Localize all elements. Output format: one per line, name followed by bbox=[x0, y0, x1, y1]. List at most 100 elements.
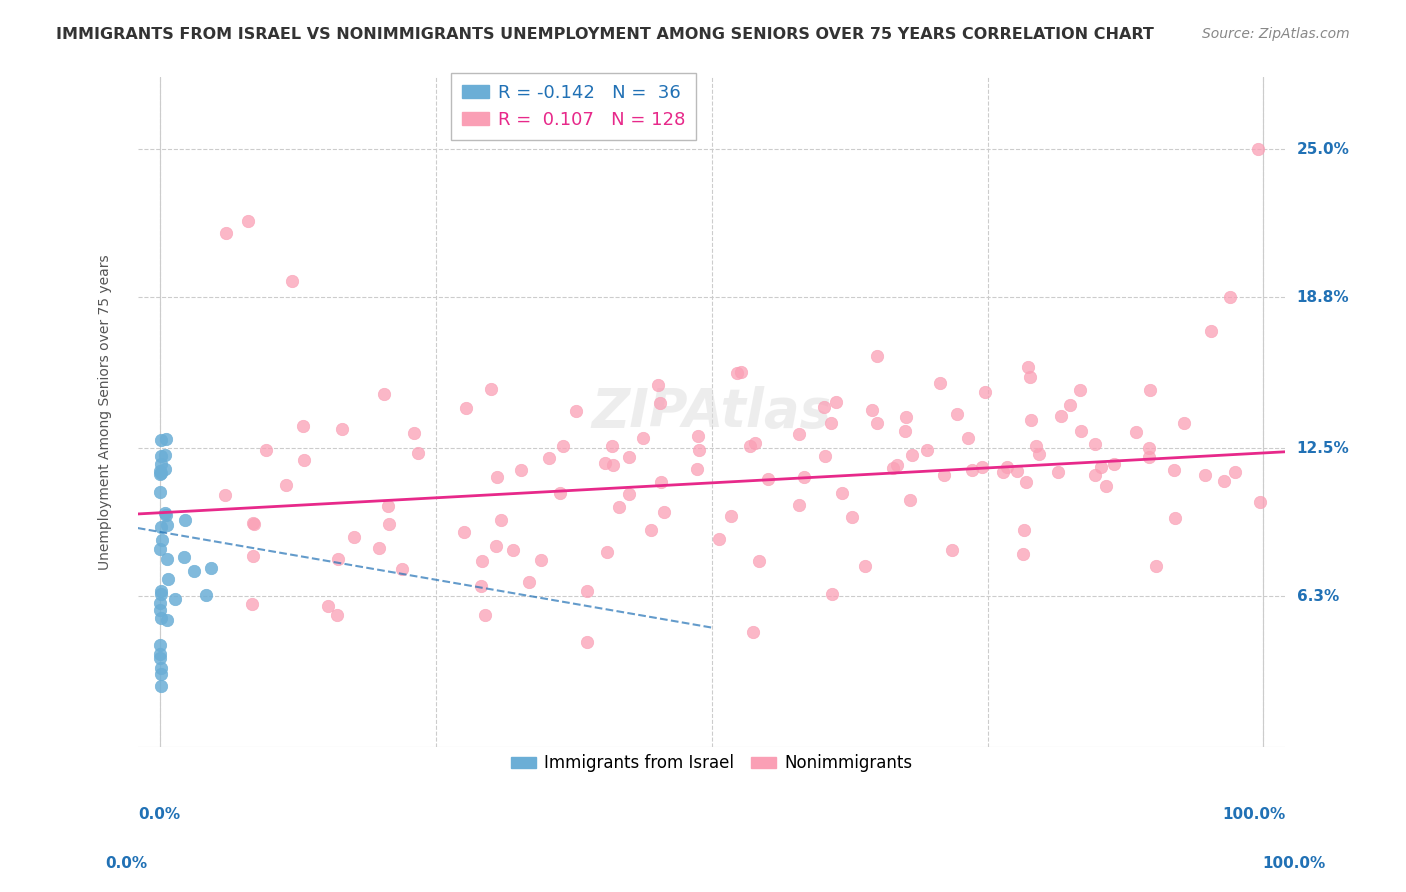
Point bbox=[236, 214, 259, 228]
Point bbox=[929, 376, 952, 390]
Point bbox=[1007, 464, 1029, 478]
Point bbox=[1223, 465, 1246, 479]
Point bbox=[183, 564, 205, 578]
Text: 6.3%: 6.3% bbox=[1296, 589, 1339, 604]
Point bbox=[685, 462, 707, 476]
Point bbox=[292, 418, 315, 433]
Point bbox=[602, 458, 624, 472]
Point bbox=[617, 487, 640, 501]
Point bbox=[787, 498, 810, 512]
Point bbox=[242, 549, 264, 564]
Point bbox=[1028, 447, 1050, 461]
Point bbox=[1102, 457, 1125, 471]
Point bbox=[709, 532, 731, 546]
Point bbox=[149, 520, 172, 534]
Text: 25.0%: 25.0% bbox=[1296, 142, 1350, 157]
Point bbox=[1173, 417, 1195, 431]
Point bbox=[529, 553, 551, 567]
Point bbox=[1025, 439, 1047, 453]
Point bbox=[326, 552, 349, 566]
Point bbox=[1219, 291, 1241, 305]
Point bbox=[502, 543, 524, 558]
Point bbox=[149, 596, 172, 610]
Point bbox=[453, 525, 475, 540]
Point bbox=[1050, 409, 1073, 423]
Point bbox=[1046, 465, 1069, 479]
Point bbox=[510, 463, 533, 477]
Text: IMMIGRANTS FROM ISRAEL VS NONIMMIGRANTS UNEMPLOYMENT AMONG SENIORS OVER 75 YEARS: IMMIGRANTS FROM ISRAEL VS NONIMMIGRANTS … bbox=[56, 27, 1154, 42]
Point bbox=[941, 543, 963, 558]
Point bbox=[149, 457, 172, 471]
Point bbox=[1163, 462, 1185, 476]
Point bbox=[946, 407, 969, 421]
Point bbox=[174, 513, 197, 527]
Point bbox=[1247, 142, 1270, 156]
Text: 18.8%: 18.8% bbox=[1296, 290, 1350, 305]
Point bbox=[793, 470, 815, 484]
Point bbox=[402, 425, 425, 440]
Point bbox=[156, 573, 179, 587]
Point bbox=[149, 464, 172, 478]
Point bbox=[748, 554, 770, 568]
Point bbox=[343, 530, 366, 544]
Point bbox=[730, 365, 752, 379]
Point bbox=[200, 561, 222, 575]
Point bbox=[406, 446, 429, 460]
Point bbox=[565, 404, 588, 418]
Legend: Immigrants from Israel, Nonimmigrants: Immigrants from Israel, Nonimmigrants bbox=[505, 747, 920, 779]
Text: Source: ZipAtlas.com: Source: ZipAtlas.com bbox=[1202, 27, 1350, 41]
Point bbox=[173, 550, 195, 565]
Point bbox=[995, 460, 1018, 475]
Point bbox=[756, 473, 779, 487]
Point bbox=[898, 493, 921, 508]
Point bbox=[215, 226, 238, 240]
Point bbox=[647, 378, 669, 392]
Point bbox=[652, 505, 675, 519]
Point bbox=[820, 586, 842, 600]
Point bbox=[1139, 384, 1161, 398]
Point bbox=[1070, 425, 1092, 439]
Point bbox=[471, 554, 494, 568]
Point bbox=[688, 442, 710, 457]
Point bbox=[153, 462, 176, 476]
Point bbox=[1069, 383, 1091, 397]
Point bbox=[481, 382, 503, 396]
Point bbox=[814, 449, 837, 463]
Point bbox=[156, 552, 179, 566]
Point bbox=[485, 539, 508, 553]
Point bbox=[149, 484, 172, 499]
Point bbox=[214, 487, 236, 501]
Point bbox=[391, 562, 413, 576]
Point bbox=[156, 613, 179, 627]
Point bbox=[149, 680, 172, 694]
Point bbox=[316, 599, 339, 613]
Point bbox=[1144, 558, 1167, 573]
Point bbox=[633, 431, 655, 445]
Point bbox=[650, 475, 672, 490]
Point bbox=[155, 448, 177, 462]
Text: 100.0%: 100.0% bbox=[1263, 856, 1324, 871]
Text: 0.0%: 0.0% bbox=[105, 856, 148, 871]
Point bbox=[744, 436, 766, 450]
Point bbox=[640, 524, 662, 538]
Point bbox=[886, 458, 908, 473]
Point bbox=[1137, 450, 1160, 465]
Point bbox=[1019, 370, 1042, 384]
Point bbox=[470, 579, 492, 593]
Point bbox=[866, 350, 889, 364]
Point bbox=[866, 416, 889, 430]
Point bbox=[860, 403, 883, 417]
Point bbox=[149, 650, 172, 665]
Point bbox=[1083, 468, 1105, 483]
Point bbox=[240, 597, 263, 611]
Point bbox=[575, 635, 598, 649]
Point bbox=[149, 603, 172, 617]
Point bbox=[742, 624, 765, 639]
Point bbox=[648, 396, 671, 410]
Point bbox=[896, 410, 918, 425]
Point bbox=[150, 533, 173, 548]
Text: 0.0%: 0.0% bbox=[138, 807, 180, 822]
Point bbox=[149, 587, 172, 601]
Point bbox=[156, 518, 179, 533]
Point bbox=[281, 274, 304, 288]
